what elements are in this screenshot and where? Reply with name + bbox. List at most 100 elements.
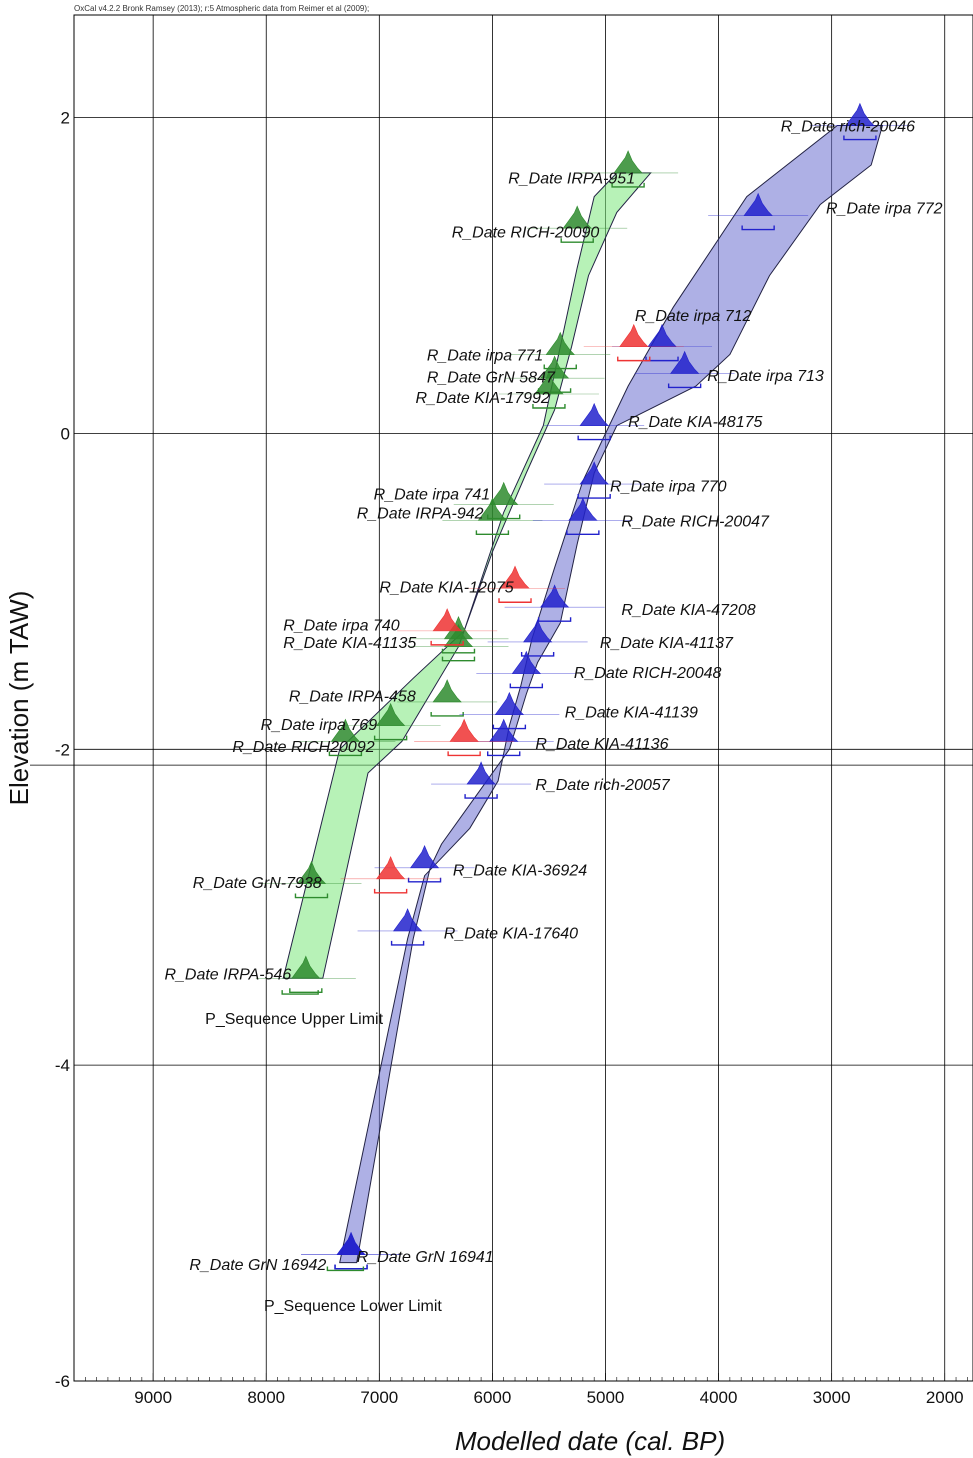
blue-date-peak-range — [667, 383, 702, 389]
red-date-peak-range — [373, 888, 408, 894]
y-tick-label: -2 — [55, 740, 70, 759]
blue-date-peak — [540, 584, 570, 608]
green-date-peak — [489, 481, 519, 505]
green-date-peak-range — [611, 182, 645, 188]
date-label: R_Date KIA-41139 — [565, 704, 698, 721]
software-credit: OxCal v4.2.2 Bronk Ramsey (2013); r:5 At… — [74, 4, 369, 13]
blue-date-peak-range — [645, 356, 679, 362]
date-label: R_Date GrN 5847 — [427, 370, 556, 387]
red-date-peak — [432, 608, 462, 632]
blue-date-peak-range — [464, 794, 498, 799]
y-tick-label: -4 — [55, 1056, 70, 1075]
series-labels: R_Date IRPA-951 R_Date RICH-20090 R_Date i… — [164, 119, 942, 1316]
green-date-peak — [534, 371, 564, 395]
date-label: R_Date IRPA-942 — [357, 505, 484, 522]
blue-date-peak — [647, 323, 677, 347]
date-label: R_Date IRPA-546 — [164, 967, 291, 984]
date-label: R_Date KIA-17992 — [416, 390, 550, 407]
blue-date-peak-range — [492, 724, 527, 730]
blue-date-peak — [568, 497, 598, 521]
green-date-peak — [562, 205, 592, 229]
blue-date-peak — [523, 619, 553, 643]
blue-date-peak-range — [577, 494, 611, 499]
blue-date-peak — [336, 1231, 366, 1255]
red-date-peak-range — [447, 751, 481, 757]
green-model-band — [282, 172, 652, 979]
x-tick-label: 8000 — [247, 1388, 285, 1407]
date-label: R_Date KIA-12075 — [379, 580, 513, 597]
axes: 9000 8000 7000 6000 5000 4000 3000 2000 2 0 -2 -4 -6 — [55, 109, 968, 1407]
blue-date-peak — [670, 350, 700, 374]
red-date-peak-range — [617, 356, 651, 362]
date-label: R_Date RICH-20047 — [621, 513, 770, 530]
blue-date-peak — [845, 102, 875, 126]
red-date-peak — [619, 323, 649, 347]
limit-range — [281, 990, 319, 995]
blue-date-peak — [466, 761, 496, 785]
y-tick-label: -6 — [55, 1372, 70, 1391]
date-label: R_Date GrN 16942 — [189, 1257, 326, 1274]
date-label: R_Date irpa 770 — [610, 479, 727, 496]
green-date-peak — [376, 702, 406, 726]
blue-date-peak-range — [390, 940, 425, 946]
date-label: R_Date irpa 740 — [283, 618, 400, 635]
date-label: R_Date irpa 772 — [826, 201, 943, 218]
date-label: R_Date irpa 769 — [261, 717, 378, 734]
green-date-peak — [545, 331, 575, 355]
grid-lines — [30, 14, 973, 1382]
date-label: R_Date KIA-47208 — [621, 602, 755, 619]
red-date-peak — [376, 856, 406, 880]
probability-distributions — [255, 102, 910, 1272]
date-label: R_Date KIA-41135 — [283, 635, 416, 652]
date-label: R_Date irpa 713 — [707, 368, 824, 385]
x-axis-title: Modelled date (cal. BP) — [455, 1426, 725, 1456]
red-date-peak — [449, 718, 479, 742]
date-label: R_Date RICH-20090 — [452, 224, 600, 241]
y-axis-title: Elevation (m TAW) — [4, 591, 34, 806]
blue-date-peak-range — [407, 877, 442, 883]
green-date-peak-range — [328, 751, 363, 757]
blue-date-peak-range — [509, 683, 544, 689]
date-label: R_Date RICH-20048 — [574, 665, 722, 682]
sequence-limit-label: P_Sequence Lower Limit — [264, 1298, 442, 1315]
date-label: R_Date IRPA-458 — [289, 689, 416, 706]
green-date-peak — [540, 355, 570, 379]
blue-date-peak — [579, 461, 609, 485]
blue-date-peak — [579, 402, 609, 426]
green-date-peak-range — [441, 648, 476, 654]
green-date-peak — [613, 150, 643, 174]
red-date-peak-range — [430, 640, 464, 646]
green-date-peak — [477, 497, 508, 521]
red-date-peak — [500, 565, 530, 589]
blue-date-peak-range — [566, 530, 600, 536]
date-label: R_Date KIA-41137 — [600, 635, 734, 652]
blue-date-peak — [494, 691, 525, 715]
green-date-peak-range — [373, 735, 408, 741]
green-date-peak-range — [560, 238, 594, 243]
green-date-peak-range — [294, 893, 329, 899]
green-date-peak — [432, 679, 462, 703]
blue-date-peak-range — [537, 617, 572, 622]
blue-date-peak — [743, 192, 773, 216]
date-label: R_Date KIA-41136 — [535, 736, 668, 753]
date-label: R_Date KIA-17640 — [444, 926, 578, 943]
blue-date-peak — [393, 908, 423, 932]
blue-date-peak — [409, 844, 440, 869]
sequence-limit-label: P_Sequence Upper Limit — [205, 1011, 383, 1028]
date-label: R_Date irpa 771 — [427, 348, 544, 365]
x-tick-label: 7000 — [360, 1388, 398, 1407]
green-date-peak-range — [532, 404, 566, 409]
green-date-peak — [296, 860, 327, 884]
blue-date-peak-range — [741, 225, 775, 231]
x-tick-label: 9000 — [134, 1388, 172, 1407]
blue-date-peak-range — [520, 651, 555, 657]
date-label: R_Date IRPA-951 — [508, 171, 635, 188]
blue-date-peak-range — [487, 751, 521, 757]
date-label: R_Date rich-20057 — [535, 777, 670, 794]
x-tick-label: 4000 — [700, 1388, 738, 1407]
y-tick-label: 2 — [61, 109, 70, 128]
date-label: R_Date KIA-36924 — [453, 862, 587, 879]
blue-date-peak-range — [843, 135, 877, 141]
date-label: R_Date RICH20092 — [232, 739, 374, 756]
